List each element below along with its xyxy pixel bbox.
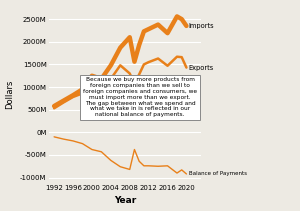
Text: Exports: Exports	[189, 65, 214, 70]
Text: Because we buy more products from
foreign companies than we sell to
foreign comp: Because we buy more products from foreig…	[83, 77, 197, 117]
Text: Imports: Imports	[189, 23, 214, 29]
X-axis label: Year: Year	[114, 196, 136, 206]
Text: Balance of Payments: Balance of Payments	[189, 172, 247, 176]
Y-axis label: Dollars: Dollars	[6, 79, 15, 108]
